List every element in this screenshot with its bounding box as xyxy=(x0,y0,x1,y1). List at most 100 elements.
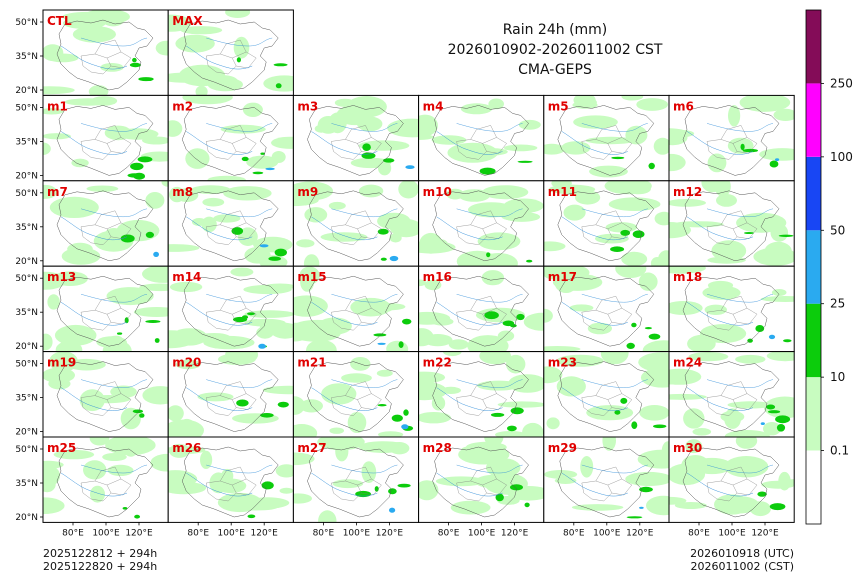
rain-patch-light xyxy=(460,103,493,115)
lat-tick-label: 50°N xyxy=(15,103,38,113)
rain-patch-moderate xyxy=(398,341,404,348)
rain-patch-light xyxy=(760,296,795,302)
init-time-line-2: 2025122820 + 294h xyxy=(43,560,158,573)
rain-patch-light xyxy=(293,493,312,504)
rain-patch-heavy xyxy=(639,506,644,509)
rain-patch-light xyxy=(704,304,727,315)
rain-patch-moderate xyxy=(138,77,154,82)
rain-patch-moderate xyxy=(769,160,779,168)
rain-patch-light xyxy=(669,301,703,315)
panel-m13: m13 50°N 35°N 20°N xyxy=(15,265,169,352)
rain-patch-light xyxy=(62,11,112,22)
rain-patch-light xyxy=(653,137,669,155)
rain-patch-moderate xyxy=(757,491,767,497)
rain-patch-light xyxy=(213,214,241,223)
panel-m8: m8 xyxy=(167,180,294,267)
rain-patch-light xyxy=(200,450,213,469)
rain-patch-light xyxy=(458,501,474,511)
rain-patch-moderate xyxy=(361,152,376,159)
rain-patch-moderate xyxy=(117,332,123,335)
rain-patch-moderate xyxy=(391,414,403,422)
rain-patch-light xyxy=(293,322,310,342)
lat-tick-label: 20°N xyxy=(15,342,38,352)
rain-patch-light xyxy=(669,496,687,505)
init-time-line-1: 2025122812 + 294h xyxy=(43,547,158,560)
rain-patch-moderate xyxy=(495,493,504,502)
rain-patch-moderate xyxy=(769,503,786,511)
rain-patch-moderate xyxy=(252,171,264,175)
rain-patch-light xyxy=(106,287,154,306)
rain-patch-moderate xyxy=(139,413,145,418)
colorbar-segment xyxy=(806,303,821,378)
rain-patch-light xyxy=(150,453,169,472)
rain-patch-moderate xyxy=(134,514,141,519)
lat-tick-label: 20°N xyxy=(15,171,38,181)
rain-patch-light xyxy=(328,112,347,134)
rain-patch-light xyxy=(580,456,594,478)
panel-m19: m19 50°N 35°N 20°N xyxy=(15,351,169,438)
colorbar-segment xyxy=(806,83,821,157)
rain-patch-light xyxy=(523,312,544,331)
rain-patch-light xyxy=(458,189,491,202)
rain-patch-light xyxy=(221,468,234,483)
rain-patch-heavy xyxy=(259,244,269,248)
rain-patch-moderate xyxy=(247,514,256,519)
rain-patch-light xyxy=(168,446,206,455)
panel-m12: m12 xyxy=(668,180,795,267)
rain-patch-light xyxy=(279,487,294,494)
rain-patch-light xyxy=(182,95,233,105)
rain-patch-light xyxy=(669,222,691,239)
rain-patch-light xyxy=(335,441,349,462)
lat-tick-label: 35°N xyxy=(15,479,38,489)
rain-patch-moderate xyxy=(747,338,753,343)
rain-patch-light xyxy=(681,455,710,476)
rain-patch-light xyxy=(707,280,734,290)
rain-patch-light xyxy=(763,422,781,436)
rain-patch-light xyxy=(185,148,210,169)
rain-patch-moderate xyxy=(526,259,533,263)
panel-label: m14 xyxy=(172,270,201,284)
rain-patch-light xyxy=(724,456,769,478)
rain-patch-light xyxy=(636,98,669,111)
rain-patch-light xyxy=(89,437,110,446)
rain-patch-light xyxy=(142,266,169,283)
rain-patch-light xyxy=(770,223,789,242)
rain-patch-moderate xyxy=(402,318,412,325)
rain-patch-light xyxy=(468,202,515,218)
rain-patch-moderate xyxy=(620,229,631,236)
rain-patch-light xyxy=(43,466,60,486)
rain-patch-light xyxy=(639,405,669,421)
rain-patch-moderate xyxy=(274,248,287,257)
rain-patch-light xyxy=(474,474,518,489)
rain-patch-light xyxy=(716,194,737,207)
lon-tick-label: 80°E xyxy=(563,528,585,538)
rain-patch-light xyxy=(556,354,604,367)
rain-patch-light xyxy=(586,405,634,421)
rain-patch-light xyxy=(543,346,581,352)
rain-patch-light xyxy=(347,412,367,433)
panel-label: m28 xyxy=(423,441,452,455)
lon-tick-label: 120°E xyxy=(251,528,279,538)
panel-label: m25 xyxy=(47,441,76,455)
rain-patch-light xyxy=(357,116,383,132)
rain-patch-moderate xyxy=(277,401,289,408)
panel-ctl: CTL 50°N 35°N 20°N xyxy=(15,9,169,96)
panel-m2: m2 xyxy=(167,94,294,182)
panel-label: m23 xyxy=(548,356,577,370)
rain-patch-light xyxy=(303,254,320,267)
rain-patch-light xyxy=(569,304,594,312)
rain-patch-light xyxy=(100,63,124,72)
rain-patch-light xyxy=(169,186,185,203)
rain-patch-light xyxy=(503,198,544,214)
panel-label: m4 xyxy=(423,99,444,113)
rain-patch-light xyxy=(263,75,294,92)
rain-patch-light xyxy=(72,26,116,43)
rain-patch-light xyxy=(43,497,65,514)
rain-patch-light xyxy=(554,477,577,484)
panel-label: m13 xyxy=(47,270,76,284)
rain-patch-light xyxy=(299,266,320,285)
rain-patch-light xyxy=(175,34,215,53)
rain-patch-moderate xyxy=(653,424,667,429)
rain-patch-light xyxy=(766,351,795,362)
rain-patch-light xyxy=(191,218,207,226)
